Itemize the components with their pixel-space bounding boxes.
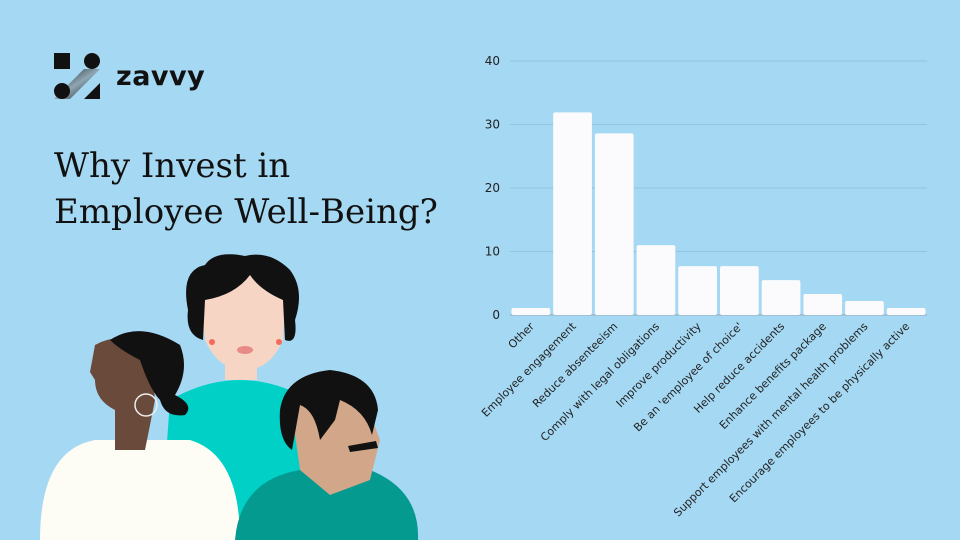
y-tick-label: 30 xyxy=(485,118,500,132)
x-tick-label: Support employees with mental health pro… xyxy=(671,320,871,520)
bar xyxy=(761,280,801,315)
bar xyxy=(845,301,884,315)
title-line-2: Employee Well-Being? xyxy=(54,192,438,232)
logo: zavvy xyxy=(54,53,205,99)
bar xyxy=(594,133,634,315)
bar xyxy=(886,308,926,315)
y-tick-label: 20 xyxy=(485,181,500,195)
page-title: Why Invest in Employee Well-Being? xyxy=(54,143,438,235)
bar xyxy=(803,294,843,315)
title-line-1: Why Invest in xyxy=(54,146,291,186)
y-tick-label: 10 xyxy=(485,245,500,259)
bar xyxy=(636,245,676,315)
bar xyxy=(511,308,551,315)
brand-name: zavvy xyxy=(116,60,206,92)
bar xyxy=(720,266,759,315)
y-tick-label: 40 xyxy=(485,54,500,68)
x-tick-label: Other xyxy=(506,320,538,352)
bar xyxy=(553,112,592,315)
y-tick-label: 0 xyxy=(492,308,500,322)
bar xyxy=(678,266,717,315)
zavvy-logo-icon xyxy=(54,53,100,99)
people-illustration xyxy=(40,254,419,540)
